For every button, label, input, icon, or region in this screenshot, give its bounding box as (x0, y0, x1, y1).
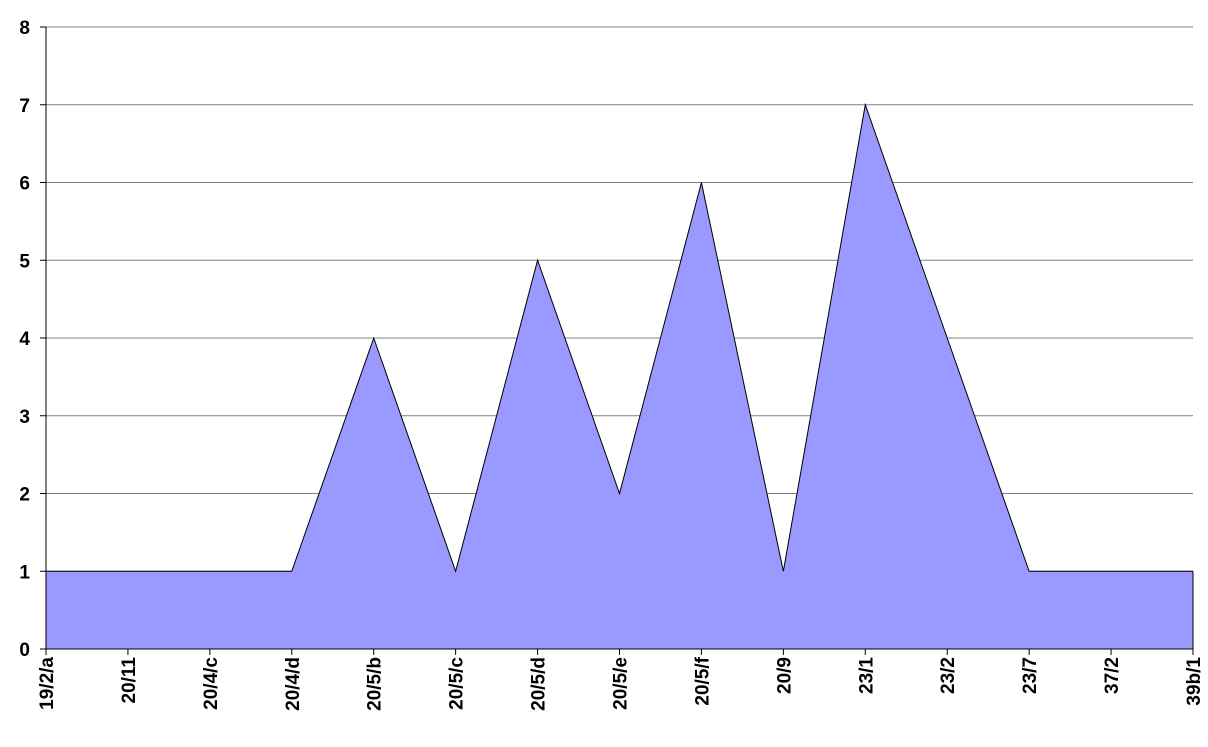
x-tick-label-20/5/e: 20/5/e (611, 657, 632, 710)
y-tick-label-3: 3 (19, 407, 30, 428)
x-tick-label-20/9: 20/9 (774, 657, 795, 694)
y-tick-label-2: 2 (19, 485, 30, 506)
x-tick-label-20/4/d: 20/4/d (283, 657, 304, 711)
x-tick-label-23/1: 23/1 (856, 657, 877, 694)
x-tick-label-20/4/c: 20/4/c (201, 657, 222, 710)
series-line (46, 102, 1193, 573)
y-tick-label-7: 7 (19, 96, 30, 117)
y-tick-label-4: 4 (19, 329, 30, 350)
gridlines (46, 26, 1193, 572)
y-tick-label-5: 5 (19, 251, 30, 272)
x-tick-label-20/5/b: 20/5/b (365, 657, 386, 711)
series-area (46, 104, 1193, 649)
x-tick-label-20/5/d: 20/5/d (529, 657, 550, 711)
x-tick-label-20/11: 20/11 (119, 657, 140, 704)
x-tick-label-37/2: 37/2 (1102, 657, 1123, 694)
y-axis-labels: 0 1 2 3 4 5 6 7 8 (19, 18, 30, 661)
y-tick-label-8: 8 (19, 18, 30, 39)
x-axis-labels: 19/2/a 20/11 20/4/c 20/4/d 20/5/b 20/5/c 20/5/… (37, 656, 1205, 711)
y-tick-label-6: 6 (19, 174, 30, 195)
x-tick-label-23/7: 23/7 (1020, 657, 1041, 694)
y-tick-label-0: 0 (19, 640, 30, 661)
x-tick-label-20/5/f: 20/5/f (692, 656, 713, 705)
y-tick-label-1: 1 (19, 562, 30, 583)
x-tick-label-23/2: 23/2 (938, 657, 959, 694)
x-tick-label-19/2/a: 19/2/a (37, 657, 58, 710)
x-tick-label-20/5/c: 20/5/c (447, 657, 468, 710)
x-tick-label-39b/1: 39b/1 (1184, 657, 1205, 706)
plot-area (46, 102, 1193, 649)
axes (40, 26, 1194, 655)
